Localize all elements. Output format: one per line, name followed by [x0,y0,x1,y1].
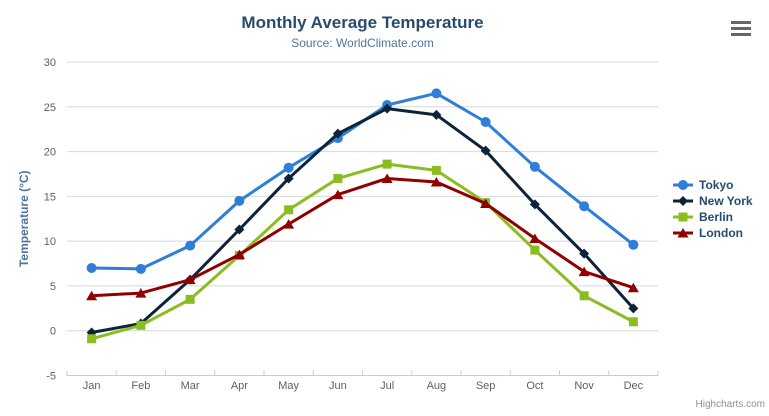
x-tick-label: Nov [574,380,594,392]
chart-subtitle: Source: WorldClimate.com [291,36,434,50]
x-tick-label: Mar [181,380,200,392]
gridlines [67,61,658,376]
legend: Tokyo New York Berlin London [672,177,753,241]
legend-label: Tokyo [699,178,734,192]
series-berlin[interactable] [87,159,638,344]
diamond-legend-marker-icon [673,196,693,206]
x-tick-label: May [278,380,299,392]
x-tick-label: Jan [83,380,101,392]
y-tick-label: 25 [44,102,56,114]
hamburger-bar [731,21,751,24]
x-axis [66,370,659,376]
legend-label: Berlin [699,210,734,224]
x-tick-label: Dec [624,380,644,392]
x-tick-label: Jun [329,380,347,392]
triangle-legend-marker-icon [673,228,693,238]
y-tick-label: 20 [44,147,56,159]
y-axis-labels: -5 0 5 10 15 20 25 30 [44,57,56,383]
square-legend-marker-icon [673,212,693,222]
chart-title: Monthly Average Temperature [241,13,484,32]
hamburger-menu-icon[interactable] [729,20,753,37]
y-tick-label: 15 [44,191,56,203]
legend-item-tokyo[interactable]: Tokyo [672,177,753,193]
legend-item-berlin[interactable]: Berlin [672,209,753,225]
x-tick-label: Feb [131,380,150,392]
x-axis-labels: Jan Feb Mar Apr May Jun Jul Aug Sep Oct Nov Dec [83,380,644,392]
series-london[interactable] [86,173,639,301]
legend-label: London [699,226,743,240]
legend-item-london[interactable]: London [672,225,753,241]
x-tick-label: Jul [380,380,394,392]
circle-legend-marker-icon [673,180,693,190]
y-tick-label: 5 [50,281,56,293]
x-tick-label: Sep [476,380,496,392]
credits-link[interactable]: Highcharts.com [695,399,765,410]
y-tick-label: 30 [44,57,56,69]
legend-label: New York [699,194,753,208]
series-tokyo[interactable] [86,88,639,274]
y-tick-label: -5 [46,371,56,383]
hamburger-bar [731,33,751,36]
x-tick-label: Aug [427,380,447,392]
series-new-york[interactable] [86,103,639,338]
y-tick-label: 10 [44,236,56,248]
y-axis-title: Temperature (°C) [17,170,31,267]
hamburger-bar [731,27,751,30]
x-tick-label: Apr [231,380,248,392]
legend-item-new-york[interactable]: New York [672,193,753,209]
x-tick-label: Oct [526,380,543,392]
y-tick-label: 0 [50,326,56,338]
